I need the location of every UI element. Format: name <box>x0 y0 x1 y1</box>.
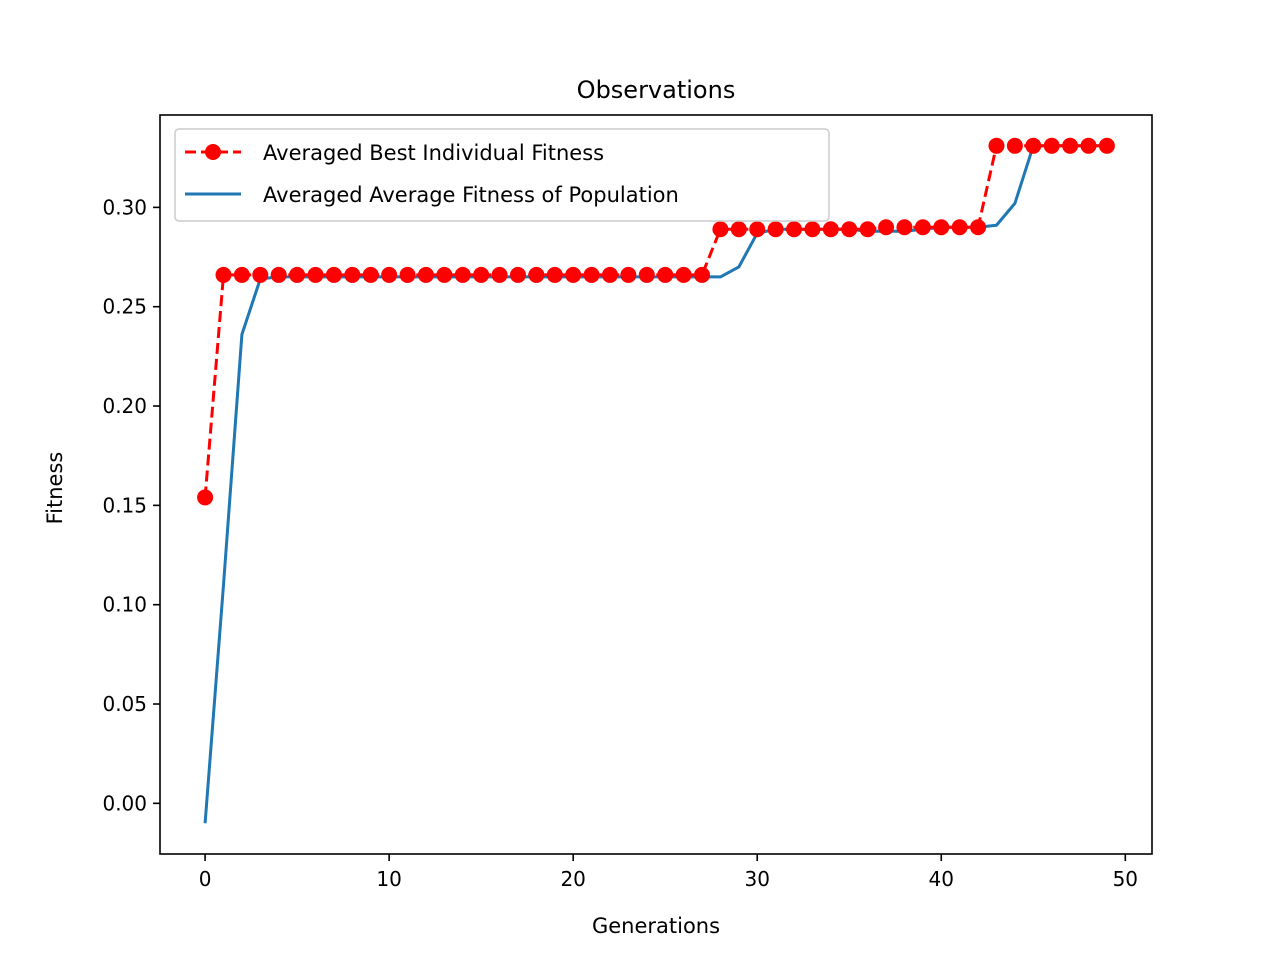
y-tick-label: 0.30 <box>102 195 147 219</box>
data-point-best <box>638 266 655 283</box>
data-point-best <box>657 266 674 283</box>
data-point-best <box>786 221 803 238</box>
data-point-best <box>694 266 711 283</box>
data-point-best <box>1098 137 1115 154</box>
plot-frame <box>159 114 1153 855</box>
data-point-best <box>454 266 471 283</box>
data-point-best <box>1080 137 1097 154</box>
x-tick-label: 40 <box>929 867 954 891</box>
data-point-best <box>620 266 637 283</box>
legend: Averaged Best Individual Fitness Average… <box>174 128 830 222</box>
data-point-best <box>215 266 232 283</box>
data-point-best <box>583 266 600 283</box>
data-point-best <box>914 219 931 236</box>
x-axis: 0 10 20 30 40 50 <box>199 854 1138 891</box>
data-point-best <box>289 266 306 283</box>
data-point-best <box>528 266 545 283</box>
x-tick-label: 30 <box>744 867 769 891</box>
data-point-best <box>767 221 784 238</box>
data-point-best <box>859 221 876 238</box>
data-point-best <box>546 266 563 283</box>
legend-marker-best <box>205 144 221 160</box>
x-tick-label: 20 <box>560 867 585 891</box>
data-point-best <box>436 266 453 283</box>
data-point-best <box>399 266 416 283</box>
data-point-best <box>841 221 858 238</box>
y-tick-label: 0.15 <box>102 493 147 517</box>
data-point-best <box>601 266 618 283</box>
data-point-best <box>381 266 398 283</box>
legend-box <box>174 128 830 222</box>
data-point-best <box>1043 137 1060 154</box>
y-tick-label: 0.25 <box>102 295 147 319</box>
data-point-best <box>197 489 214 506</box>
data-point-best <box>804 221 821 238</box>
data-point-best <box>749 221 766 238</box>
data-point-best <box>1006 137 1023 154</box>
legend-label-average: Averaged Average Fitness of Population <box>263 183 679 207</box>
data-point-best <box>730 221 747 238</box>
data-point-best <box>233 266 250 283</box>
chart-title: Observations <box>577 76 736 104</box>
data-point-best <box>491 266 508 283</box>
data-point-best <box>878 219 895 236</box>
y-axis-label: Fitness <box>43 452 67 525</box>
data-point-best <box>822 221 839 238</box>
x-tick-label: 10 <box>376 867 401 891</box>
x-axis-label: Generations <box>592 914 720 938</box>
data-point-best <box>933 219 950 236</box>
data-point-best <box>951 219 968 236</box>
data-point-best <box>417 266 434 283</box>
data-point-best <box>325 266 342 283</box>
data-point-best <box>307 266 324 283</box>
data-point-best <box>988 137 1005 154</box>
data-point-best <box>509 266 526 283</box>
y-tick-label: 0.10 <box>102 593 147 617</box>
x-tick-label: 50 <box>1113 867 1138 891</box>
data-point-best <box>473 266 490 283</box>
y-axis: 0.00 0.05 0.10 0.15 0.20 0.25 0.30 <box>102 195 160 815</box>
data-point-best <box>1062 137 1079 154</box>
data-point-best <box>712 221 729 238</box>
data-point-best <box>970 219 987 236</box>
y-tick-label: 0.00 <box>102 791 147 815</box>
data-point-best <box>252 266 269 283</box>
y-tick-label: 0.05 <box>102 692 147 716</box>
data-point-best <box>270 266 287 283</box>
legend-label-best: Averaged Best Individual Fitness <box>263 141 604 165</box>
data-point-best <box>675 266 692 283</box>
x-tick-label: 0 <box>199 867 212 891</box>
data-point-best <box>344 266 361 283</box>
data-point-best <box>565 266 582 283</box>
data-point-best <box>896 219 913 236</box>
data-point-best <box>1025 137 1042 154</box>
y-tick-label: 0.20 <box>102 394 147 418</box>
series-layer <box>197 137 1115 824</box>
data-point-best <box>362 266 379 283</box>
